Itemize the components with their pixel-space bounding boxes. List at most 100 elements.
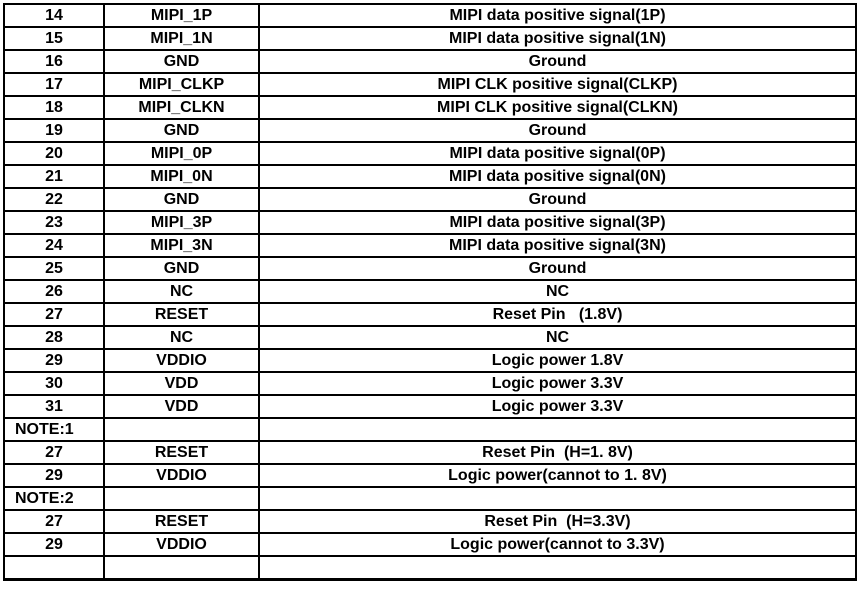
signal-cell: MIPI_3N	[103, 233, 260, 258]
signal-cell: MIPI_1P	[103, 3, 260, 28]
pin-cell: 23	[3, 210, 105, 235]
signal-cell: GND	[103, 118, 260, 143]
signal-cell: GND	[103, 49, 260, 74]
pin-cell: 27	[3, 509, 105, 534]
table-row: 16 GND Ground	[3, 49, 857, 74]
table-row: 27 RESET Reset Pin (1.8V)	[3, 302, 857, 327]
description-cell: Ground	[258, 187, 857, 212]
signal-cell: MIPI_CLKP	[103, 72, 260, 97]
description-cell: Reset Pin (H=3.3V)	[258, 509, 857, 534]
pin-cell: 27	[3, 440, 105, 465]
pin-cell: 26	[3, 279, 105, 304]
pin-cell: 29	[3, 463, 105, 488]
pin-cell: 29	[3, 348, 105, 373]
table-row: NOTE:2	[3, 486, 857, 511]
description-cell: MIPI CLK positive signal(CLKP)	[258, 72, 857, 97]
table-row: 22 GND Ground	[3, 187, 857, 212]
description-cell: Logic power 3.3V	[258, 371, 857, 396]
pin-cell: 20	[3, 141, 105, 166]
table-row: 23 MIPI_3P MIPI data positive signal(3P)	[3, 210, 857, 235]
table-row: 24 MIPI_3N MIPI data positive signal(3N)	[3, 233, 857, 258]
table-row: 18 MIPI_CLKN MIPI CLK positive signal(CL…	[3, 95, 857, 120]
signal-cell	[103, 486, 260, 511]
signal-cell: GND	[103, 256, 260, 281]
pin-table-body: 14 MIPI_1P MIPI data positive signal(1P)…	[3, 3, 857, 581]
description-cell: Reset Pin (1.8V)	[258, 302, 857, 327]
table-row: 29 VDDIO Logic power 1.8V	[3, 348, 857, 373]
pin-cell: NOTE:1	[3, 417, 105, 442]
pin-cell: 28	[3, 325, 105, 350]
description-cell	[258, 555, 857, 581]
pin-cell: 24	[3, 233, 105, 258]
signal-cell: RESET	[103, 302, 260, 327]
pin-cell: 31	[3, 394, 105, 419]
pin-cell: 21	[3, 164, 105, 189]
description-cell: MIPI data positive signal(3N)	[258, 233, 857, 258]
table-row: 27 RESET Reset Pin (H=1. 8V)	[3, 440, 857, 465]
table-row: 27 RESET Reset Pin (H=3.3V)	[3, 509, 857, 534]
table-row: 15 MIPI_1N MIPI data positive signal(1N)	[3, 26, 857, 51]
signal-cell: VDDIO	[103, 532, 260, 557]
description-cell: MIPI data positive signal(0P)	[258, 141, 857, 166]
table-row: 19 GND Ground	[3, 118, 857, 143]
description-cell: MIPI data positive signal(1P)	[258, 3, 857, 28]
table-row: 28 NC NC	[3, 325, 857, 350]
signal-cell: MIPI_CLKN	[103, 95, 260, 120]
description-cell: NC	[258, 279, 857, 304]
description-cell: Ground	[258, 49, 857, 74]
signal-cell: GND	[103, 187, 260, 212]
table-row	[3, 555, 857, 581]
table-row: 17 MIPI_CLKP MIPI CLK positive signal(CL…	[3, 72, 857, 97]
table-row: 21 MIPI_0N MIPI data positive signal(0N)	[3, 164, 857, 189]
table-row: NOTE:1	[3, 417, 857, 442]
pin-cell: 15	[3, 26, 105, 51]
description-cell: Logic power 3.3V	[258, 394, 857, 419]
table-row: 30 VDD Logic power 3.3V	[3, 371, 857, 396]
signal-cell: VDDIO	[103, 463, 260, 488]
pin-cell: 29	[3, 532, 105, 557]
table-row: 26 NC NC	[3, 279, 857, 304]
signal-cell: RESET	[103, 509, 260, 534]
pin-definition-table: 14 MIPI_1P MIPI data positive signal(1P)…	[3, 3, 857, 581]
pin-cell: 30	[3, 371, 105, 396]
description-cell: Ground	[258, 256, 857, 281]
pin-cell	[3, 555, 105, 581]
table-row: 29 VDDIO Logic power(cannot to 3.3V)	[3, 532, 857, 557]
signal-cell: MIPI_3P	[103, 210, 260, 235]
pin-cell: 14	[3, 3, 105, 28]
description-cell: NC	[258, 325, 857, 350]
table-row: 29 VDDIO Logic power(cannot to 1. 8V)	[3, 463, 857, 488]
signal-cell: MIPI_1N	[103, 26, 260, 51]
pin-cell: NOTE:2	[3, 486, 105, 511]
description-cell: Logic power 1.8V	[258, 348, 857, 373]
description-cell	[258, 486, 857, 511]
pin-cell: 22	[3, 187, 105, 212]
signal-cell: VDDIO	[103, 348, 260, 373]
description-cell: Reset Pin (H=1. 8V)	[258, 440, 857, 465]
signal-cell: MIPI_0P	[103, 141, 260, 166]
pin-cell: 27	[3, 302, 105, 327]
pin-cell: 18	[3, 95, 105, 120]
signal-cell	[103, 555, 260, 581]
description-cell: Logic power(cannot to 1. 8V)	[258, 463, 857, 488]
description-cell: MIPI data positive signal(0N)	[258, 164, 857, 189]
description-cell: Ground	[258, 118, 857, 143]
description-cell: MIPI CLK positive signal(CLKN)	[258, 95, 857, 120]
signal-cell	[103, 417, 260, 442]
signal-cell: NC	[103, 325, 260, 350]
signal-cell: MIPI_0N	[103, 164, 260, 189]
table-row: 14 MIPI_1P MIPI data positive signal(1P)	[3, 3, 857, 28]
pin-cell: 19	[3, 118, 105, 143]
description-cell: Logic power(cannot to 3.3V)	[258, 532, 857, 557]
description-cell	[258, 417, 857, 442]
description-cell: MIPI data positive signal(1N)	[258, 26, 857, 51]
pin-cell: 17	[3, 72, 105, 97]
table-row: 31 VDD Logic power 3.3V	[3, 394, 857, 419]
signal-cell: NC	[103, 279, 260, 304]
description-cell: MIPI data positive signal(3P)	[258, 210, 857, 235]
pin-cell: 16	[3, 49, 105, 74]
table-row: 25 GND Ground	[3, 256, 857, 281]
signal-cell: VDD	[103, 371, 260, 396]
signal-cell: RESET	[103, 440, 260, 465]
